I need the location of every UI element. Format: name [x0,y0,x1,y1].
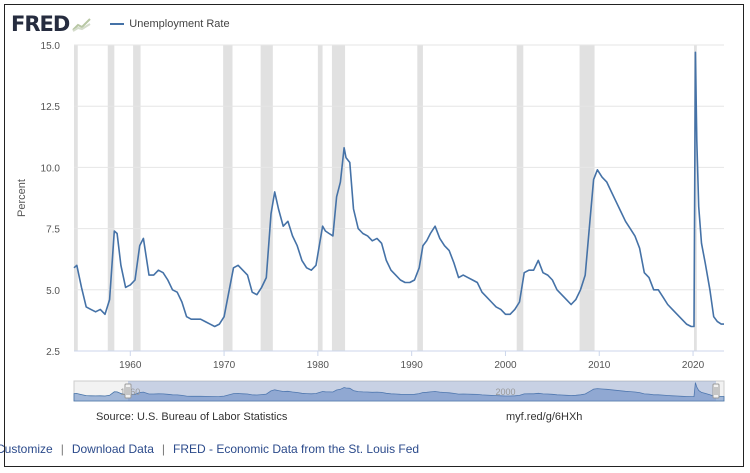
fred-home-link[interactable]: FRED - Economic Data from the St. Louis … [173,442,420,456]
footer-links: Customize | Download Data | FRED - Economic … [0,442,419,456]
recession-band [74,45,78,351]
y-tick-label: 2.5 [46,347,60,358]
x-tick-label: 2010 [588,360,611,371]
line-chart-icon [72,18,92,32]
recession-band [317,45,323,351]
navigator-series-area [73,382,725,402]
x-tick-label: 1960 [119,360,142,371]
recession-band [223,45,233,351]
navigator-handle[interactable] [712,383,720,399]
fred-logo[interactable]: FRED [11,12,70,36]
navigator-year-label: 2000 [495,387,515,397]
x-tick-label: 2000 [494,360,517,371]
customize-link[interactable]: Customize [0,442,53,456]
legend-line-swatch [110,23,125,25]
chart-header: FRED Unemployment Rate [11,11,230,37]
y-tick-label: 10.0 [41,163,61,174]
series-line-unemployment-rate [73,51,724,328]
footer-separator: | [161,442,165,456]
legend-label: Unemployment Rate [129,18,230,30]
recession-band [579,45,595,351]
recession-band [260,45,273,351]
source-text: Source: U.S. Bureau of Labor Statistics [96,411,288,423]
y-axis-title: Percent [16,179,28,217]
recession-band [331,45,346,351]
x-tick-label: 1980 [307,360,330,371]
navigator-handle[interactable] [124,383,132,399]
recession-band [516,45,524,351]
download-data-link[interactable]: Download Data [71,442,154,456]
recession-band [107,45,115,351]
x-tick-label: 2020 [682,360,705,371]
recession-band [417,45,423,351]
y-tick-label: 7.5 [46,225,60,236]
x-tick-label: 1990 [401,360,424,371]
recession-band [133,45,141,351]
y-tick-label: 5.0 [46,286,60,297]
y-tick-label: 15.0 [41,41,61,52]
legend-item[interactable]: Unemployment Rate [110,18,230,30]
navigator-selection [128,381,716,401]
y-tick-label: 12.5 [41,102,61,113]
footer-separator: | [60,442,64,456]
short-url[interactable]: myf.red/g/6HXh [506,411,583,423]
x-tick-label: 1970 [213,360,236,371]
